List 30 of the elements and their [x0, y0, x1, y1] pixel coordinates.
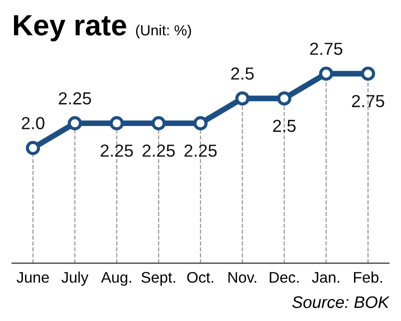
data-label: 2.25	[58, 92, 92, 105]
x-tick-label: Aug.	[101, 272, 132, 286]
point	[110, 116, 124, 130]
x-tick-label: Oct.	[187, 272, 214, 283]
point	[193, 116, 208, 130]
point	[360, 66, 376, 81]
data-label: 2.75	[310, 42, 342, 55]
data-label: 2.25	[100, 144, 133, 157]
point	[235, 91, 250, 106]
chart-subtitle: (Unit: %)	[136, 24, 191, 38]
data-label: 2.75	[352, 94, 384, 108]
data-label: 2.5	[273, 120, 296, 132]
point	[319, 66, 334, 81]
data-label: 2.5	[231, 67, 254, 80]
x-tick-label: Feb.	[354, 272, 382, 283]
data-label: 2.25	[142, 144, 175, 157]
point	[277, 91, 292, 106]
source-note: Source: BOK	[292, 296, 390, 308]
x-tick-label: July	[62, 272, 88, 286]
x-tick-label: Sept.	[141, 272, 176, 286]
data-label: 2.25	[184, 144, 217, 157]
chart-title: Key rate	[14, 15, 126, 42]
x-tick-label: Dec.	[270, 272, 299, 283]
data-label: 2.0	[22, 116, 44, 130]
x-tick-label: June	[16, 272, 49, 283]
point	[26, 140, 40, 156]
x-tick-label: Nov.	[228, 272, 256, 283]
point	[68, 116, 82, 130]
point	[152, 116, 166, 130]
x-tick-label: Jan.	[312, 272, 340, 283]
